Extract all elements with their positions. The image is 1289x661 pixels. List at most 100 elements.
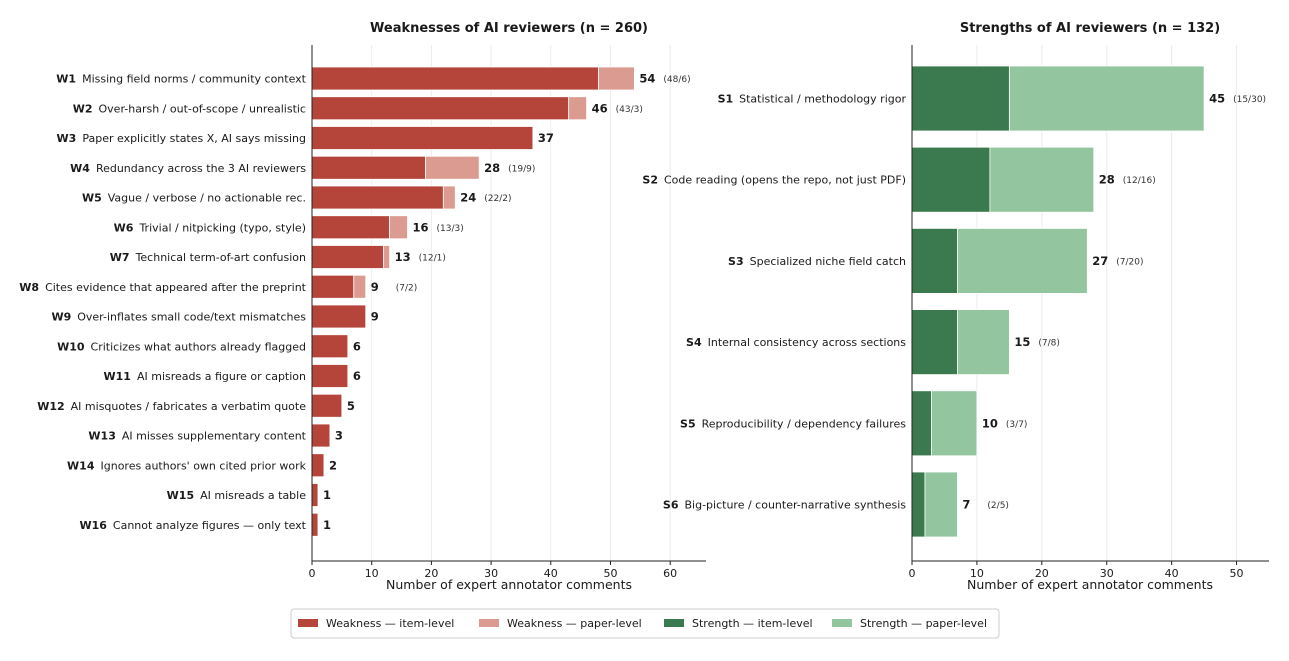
weakness-category-code: W10 [57,340,85,353]
strength-bar-paper-S6 [924,471,958,538]
weakness-category-label-W5: W5 Vague / verbose / no actionable rec. [82,192,306,205]
weakness-split-label-W2: (43/3) [616,105,643,115]
legend-label-1: Weakness — item-level [326,617,454,630]
legend-frame [290,608,1000,639]
weakness-category-code: W12 [37,400,64,413]
weakness-total-label-W2: 46 [592,101,608,115]
strength-bar-paper-S1 [1008,65,1205,132]
weakness-total-label-W13: 3 [335,429,343,443]
weakness-category-label-W9: W9 Over-inflates small code/text mismatch… [51,311,306,324]
legend-swatch-3 [664,619,684,627]
strength-category-code: S6 [663,499,679,512]
weakness-total-label-W6: 16 [413,220,429,234]
strength-category-label-S1: S1 Statistical / methodology rigor [718,93,907,106]
weakness-total-label-W16: 1 [323,518,331,532]
weakness-category-text: Paper explicitly states X, AI says missi… [82,132,306,145]
strength-x-tick-label: 40 [1165,567,1179,580]
weakness-category-code: W7 [110,251,130,264]
weakness-bar-paper-W8 [353,274,367,299]
strength-category-code: S5 [680,417,696,430]
weakness-bar-paper-W7 [383,245,391,269]
weakness-category-label-W2: W2 Over-harsh / out-of-scope / unrealisti… [73,102,306,115]
weakness-category-text: AI misreads a table [200,489,306,502]
weakness-category-label-W15: W15 AI misreads a table [167,489,307,502]
weakness-total-label-W15: 1 [323,488,331,502]
weakness-split-label-W1: (48/6) [663,75,690,85]
weakness-bar-item-W5 [311,185,444,210]
weakness-total-label-W12: 5 [347,399,355,413]
weakness-total-label-W3: 37 [538,131,554,145]
weakness-category-text: Redundancy across the 3 AI reviewers [96,162,306,175]
strength-panel: Strengths of AI reviewers (n = 132) Numb… [642,21,1269,592]
weakness-category-text: Cannot analyze figures — only text [113,519,307,532]
strength-total-label-S5: 10 [982,416,998,430]
weakness-category-label-W8: W8 Cites evidence that appeared after the… [19,281,306,294]
strength-bar-item-S5 [911,390,932,457]
weakness-split-label-W4: (19/9) [508,164,535,174]
weakness-split-label-W7: (12/1) [419,254,446,264]
legend-label-3: Strength — item-level [692,617,813,630]
weakness-category-text: AI misses supplementary content [122,430,307,443]
weakness-x-tick-label: 40 [544,567,558,580]
strength-category-label-S4: S4 Internal consistency across sections [686,336,906,349]
strength-split-label-S2: (12/16) [1123,176,1156,186]
weakness-category-label-W12: W12 AI misquotes / fabricates a verbatim … [37,400,306,413]
weakness-category-text: AI misreads a figure or caption [137,370,306,383]
weakness-category-label-W4: W4 Redundancy across the 3 AI reviewers [70,162,306,175]
weakness-bar-item-W8 [311,274,355,299]
weakness-category-text: Cites evidence that appeared after the p… [45,281,307,294]
strength-category-label-S5: S5 Reproducibility / dependency failures [680,417,906,430]
strength-split-label-S6: (2/5) [987,501,1009,511]
weakness-bar-item-W6 [311,215,391,240]
strength-x-axis-label: Number of expert annotator comments [967,577,1213,592]
weakness-category-label-W7: W7 Technical term-of-art confusion [110,251,306,264]
weakness-chart-title: Weaknesses of AI reviewers (n = 260) [370,21,648,36]
strength-total-label-S1: 45 [1209,92,1225,106]
weakness-category-code: W6 [114,221,134,234]
weakness-x-axis-label: Number of expert annotator comments [386,577,632,592]
weakness-bar-item-W3 [311,126,534,150]
strength-category-text: Internal consistency across sections [708,336,907,349]
weakness-category-label-W1: W1 Missing field norms / community contex… [56,73,306,86]
strength-chart-title: Strengths of AI reviewers (n = 132) [960,21,1220,36]
strength-bar-paper-S4 [957,309,1010,376]
weakness-category-code: W11 [104,370,131,383]
weakness-category-label-W10: W10 Criticizes what authors already flagg… [57,340,306,353]
weakness-bar-item-W1 [311,66,599,91]
weakness-x-tick-label: 0 [309,567,316,580]
weakness-x-tick-label: 50 [603,567,617,580]
legend: Weakness — item-level Weakness — paper-le… [290,608,1000,639]
legend-swatch-4 [832,619,852,627]
strength-category-code: S1 [718,93,734,106]
weakness-bar-paper-W2 [568,96,588,121]
weakness-category-text: Over-harsh / out-of-scope / unrealistic [99,102,306,115]
strength-bar-paper-S2 [989,146,1095,213]
weakness-total-label-W7: 13 [395,250,411,264]
weakness-category-text: Missing field norms / community context [82,73,307,86]
weakness-category-text: Trivial / nitpicking (typo, style) [138,221,306,234]
strength-category-text: Specialized niche field catch [750,255,906,268]
weakness-bar-item-W10 [311,334,349,359]
weakness-bar-paper-W5 [442,185,456,210]
weakness-category-code: W9 [51,311,71,324]
weakness-bar-item-W7 [311,245,385,269]
legend-swatch-2 [479,619,499,627]
strength-category-label-S6: S6 Big-picture / counter-narrative synthe… [663,499,906,512]
strength-bar-item-S1 [911,65,1010,132]
weakness-bar-item-W16 [311,512,319,537]
weakness-category-text: Vague / verbose / no actionable rec. [108,192,306,205]
weakness-split-label-W5: (22/2) [484,194,511,204]
weakness-bar-item-W2 [311,96,570,121]
weakness-category-text: Criticizes what authors already flagged [91,340,306,353]
weakness-category-label-W16: W16 Cannot analyze figures — only text [79,519,306,532]
weakness-bar-item-W15 [311,483,319,507]
weakness-category-code: W16 [79,519,107,532]
strength-category-text: Reproducibility / dependency failures [702,417,907,430]
weakness-total-label-W10: 6 [353,339,361,353]
strength-total-label-S2: 28 [1099,173,1115,187]
weakness-category-label-W11: W11 AI misreads a figure or caption [104,370,307,383]
weakness-split-label-W8: (7/2) [396,283,418,293]
weakness-category-code: W2 [73,102,93,115]
weakness-x-tick-label: 20 [424,567,438,580]
weakness-bar-paper-W6 [389,215,408,240]
